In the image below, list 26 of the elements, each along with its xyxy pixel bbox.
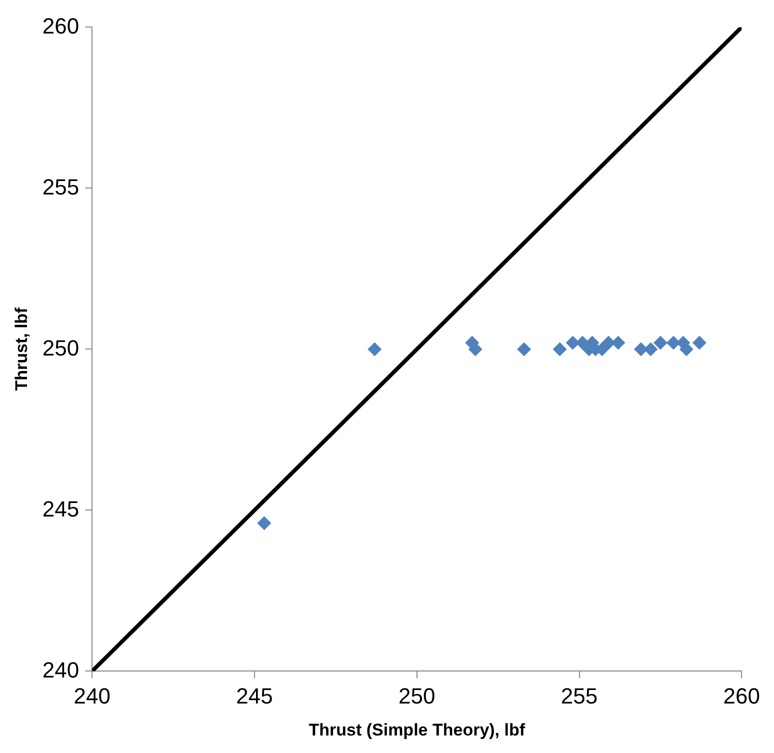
x-axis-title: Thrust (Simple Theory), lbf [308, 720, 526, 740]
point [611, 336, 626, 350]
x-tick-label: 255 [560, 683, 598, 708]
point [257, 516, 272, 530]
point [666, 336, 680, 350]
y-tick-label: 245 [42, 496, 80, 522]
point [468, 342, 482, 356]
y-tick-label: 255 [42, 174, 80, 200]
point [679, 342, 694, 356]
x-tick-label: 240 [74, 683, 110, 708]
y-tick-label: 250 [42, 335, 80, 360]
point [644, 342, 658, 356]
point [566, 336, 580, 350]
x-tick-label: 245 [236, 683, 273, 708]
y-axis-title: Thrust, lbf [12, 307, 31, 391]
point [517, 342, 532, 356]
y-tick-label: 260 [42, 13, 80, 38]
x-tick-label: 260 [723, 683, 760, 708]
point [601, 336, 616, 350]
point [653, 336, 668, 350]
point [552, 342, 567, 356]
y-tick-label: 240 [42, 657, 80, 682]
point [692, 336, 706, 350]
x-tick-label: 250 [398, 683, 436, 708]
point [634, 342, 648, 356]
point [368, 342, 382, 356]
